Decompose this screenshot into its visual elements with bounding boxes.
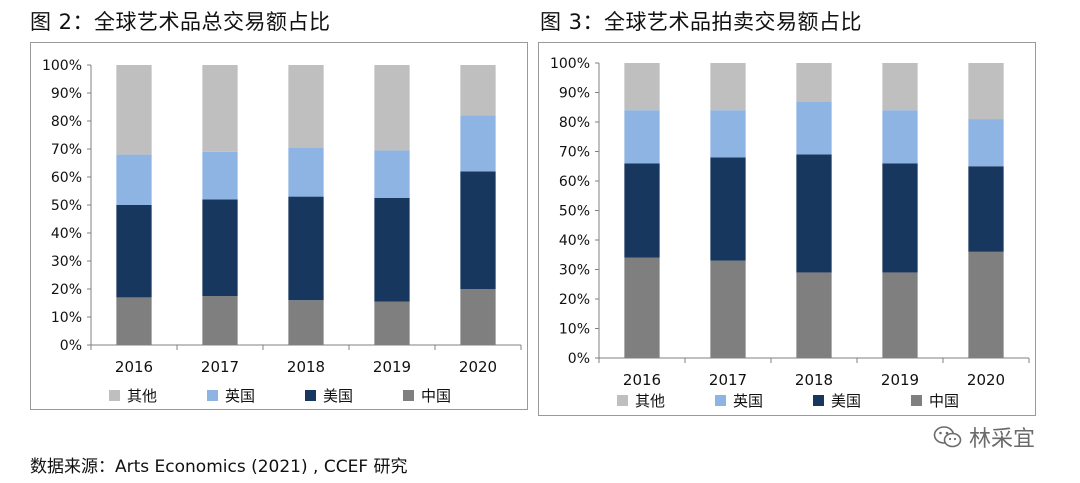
legend-label-美国: 美国 <box>831 392 861 410</box>
legend-label-其他: 其他 <box>635 392 665 410</box>
bar-segment-2019-美国 <box>374 198 410 302</box>
x-tick-label: 2019 <box>881 371 919 389</box>
bar-segment-2017-美国 <box>202 199 238 296</box>
x-tick-label: 2017 <box>709 371 747 389</box>
y-tick-label: 50% <box>559 204 590 220</box>
x-tick-label: 2019 <box>373 358 411 376</box>
legend-swatch-英国 <box>715 395 726 406</box>
y-tick-label: 10% <box>51 310 82 326</box>
bar-segment-2020-美国 <box>968 166 1004 252</box>
y-tick-label: 90% <box>51 86 82 102</box>
y-tick-label: 20% <box>559 292 590 308</box>
bar-segment-2018-中国 <box>288 300 324 345</box>
legend-label-中国: 中国 <box>421 387 451 405</box>
bar-segment-2018-中国 <box>796 272 832 358</box>
y-tick-label: 70% <box>51 142 82 158</box>
chart-title-right: 图 3：全球艺术品拍卖交易额占比 <box>540 10 863 34</box>
legend-swatch-其他 <box>617 395 628 406</box>
y-tick-label: 40% <box>51 226 82 242</box>
bar-segment-2017-其他 <box>202 65 238 152</box>
bar-segment-2020-中国 <box>460 289 496 345</box>
y-tick-label: 30% <box>559 263 590 279</box>
legend-label-英国: 英国 <box>225 387 255 405</box>
watermark-text: 林采宜 <box>969 427 1036 452</box>
bar-segment-2020-美国 <box>460 171 496 289</box>
source-note: 数据来源：Arts Economics (2021) , CCEF 研究 <box>30 457 408 477</box>
bar-segment-2019-英国 <box>374 150 410 198</box>
bar-segment-2016-美国 <box>624 163 660 258</box>
legend-swatch-其他 <box>109 390 120 401</box>
legend-swatch-中国 <box>911 395 922 406</box>
y-tick-label: 80% <box>559 115 590 131</box>
legend-swatch-英国 <box>207 390 218 401</box>
x-tick-label: 2016 <box>623 371 661 389</box>
y-tick-label: 70% <box>559 145 590 161</box>
legend-swatch-中国 <box>403 390 414 401</box>
chart-panel-total: 0% 10% 20% 30% 40% 50% 60% 70% 80% 90% 100% 2016 201… <box>30 42 528 410</box>
bar-segment-2016-中国 <box>116 297 152 345</box>
bar-segment-2018-美国 <box>288 196 324 301</box>
bar-segment-2019-其他 <box>882 63 918 111</box>
bar-segment-2016-中国 <box>624 257 660 358</box>
x-tick-label: 2020 <box>967 371 1005 389</box>
y-tick-label: 60% <box>51 170 82 186</box>
bar-segment-2017-其他 <box>710 63 746 111</box>
legend-swatch-美国 <box>305 390 316 401</box>
bar-segment-2020-中国 <box>968 251 1004 358</box>
y-tick-label: 0% <box>568 351 590 367</box>
y-tick-label: 100% <box>550 56 590 72</box>
bar-segment-2020-其他 <box>460 65 496 116</box>
stacked-bar-chart-total: 0% 10% 20% 30% 40% 50% 60% 70% 80% 90% 100% 2016 201… <box>42 58 522 405</box>
y-tick-label: 80% <box>51 114 82 130</box>
y-tick-label: 20% <box>51 282 82 298</box>
bar-segment-2016-英国 <box>624 110 660 164</box>
stacked-bar-chart-auction: 0% 10% 20% 30% 40% 50% 60% 70% 80% 90% 100% 2016 201… <box>550 56 1030 410</box>
bar-segment-2020-其他 <box>968 63 1004 120</box>
legend-swatch-美国 <box>813 395 824 406</box>
bar-segment-2017-中国 <box>710 260 746 358</box>
y-tick-label: 60% <box>559 174 590 190</box>
y-tick-label: 0% <box>60 338 82 354</box>
bar-segment-2019-中国 <box>882 272 918 358</box>
x-tick-label: 2016 <box>115 358 153 376</box>
legend-label-中国: 中国 <box>929 392 959 410</box>
y-tick-label: 50% <box>51 198 82 214</box>
y-tick-label: 40% <box>559 233 590 249</box>
bar-segment-2017-美国 <box>710 157 746 261</box>
bar-segment-2016-英国 <box>116 154 152 205</box>
bar-segment-2016-其他 <box>116 65 152 155</box>
wechat-icon <box>933 426 962 448</box>
y-tick-label: 30% <box>51 254 82 270</box>
y-tick-label: 10% <box>559 322 590 338</box>
bar-segment-2020-英国 <box>460 115 496 172</box>
x-tick-label: 2018 <box>287 358 325 376</box>
bar-segment-2019-其他 <box>374 65 410 151</box>
x-tick-label: 2017 <box>201 358 239 376</box>
x-tick-label: 2018 <box>795 371 833 389</box>
legend-label-英国: 英国 <box>733 392 763 410</box>
bar-segment-2018-英国 <box>796 101 832 155</box>
bar-segment-2018-其他 <box>796 63 832 102</box>
bar-segment-2019-英国 <box>882 110 918 164</box>
bar-segment-2017-英国 <box>202 151 238 200</box>
watermark: 林采宜 <box>933 421 1035 453</box>
bar-segment-2019-中国 <box>374 301 410 345</box>
bar-segment-2018-美国 <box>796 154 832 273</box>
chart-panel-auction: 0% 10% 20% 30% 40% 50% 60% 70% 80% 90% 100% 2016 201… <box>538 42 1036 416</box>
chart-title-left: 图 2：全球艺术品总交易额占比 <box>30 10 331 34</box>
bar-segment-2016-美国 <box>116 205 152 298</box>
bar-segment-2018-其他 <box>288 65 324 148</box>
y-tick-label: 90% <box>559 86 590 102</box>
legend-label-其他: 其他 <box>127 387 157 405</box>
bar-segment-2016-其他 <box>624 63 660 111</box>
bar-segment-2019-美国 <box>882 163 918 273</box>
y-tick-label: 100% <box>42 58 82 74</box>
bar-segment-2020-英国 <box>968 119 1004 167</box>
bar-segment-2017-英国 <box>710 110 746 158</box>
legend-label-美国: 美国 <box>323 387 353 405</box>
bar-segment-2018-英国 <box>288 147 324 197</box>
bar-segment-2017-中国 <box>202 296 238 345</box>
x-tick-label: 2020 <box>459 358 497 376</box>
